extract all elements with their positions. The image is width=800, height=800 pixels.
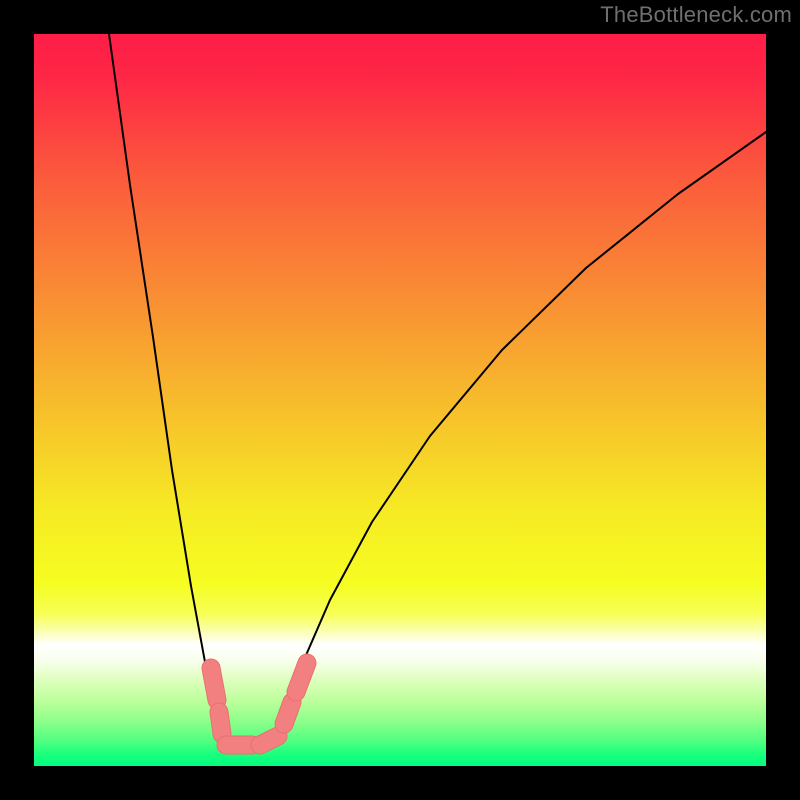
- watermark-text: TheBottleneck.com: [600, 2, 792, 28]
- marker-capsule: [219, 712, 222, 734]
- marker-capsule: [296, 663, 307, 692]
- chart-canvas: TheBottleneck.com: [0, 0, 800, 800]
- marker-capsule: [211, 668, 217, 700]
- chart-svg: [0, 0, 800, 800]
- plot-background: [34, 34, 766, 766]
- marker-capsule: [260, 736, 278, 745]
- marker-capsule: [284, 702, 292, 724]
